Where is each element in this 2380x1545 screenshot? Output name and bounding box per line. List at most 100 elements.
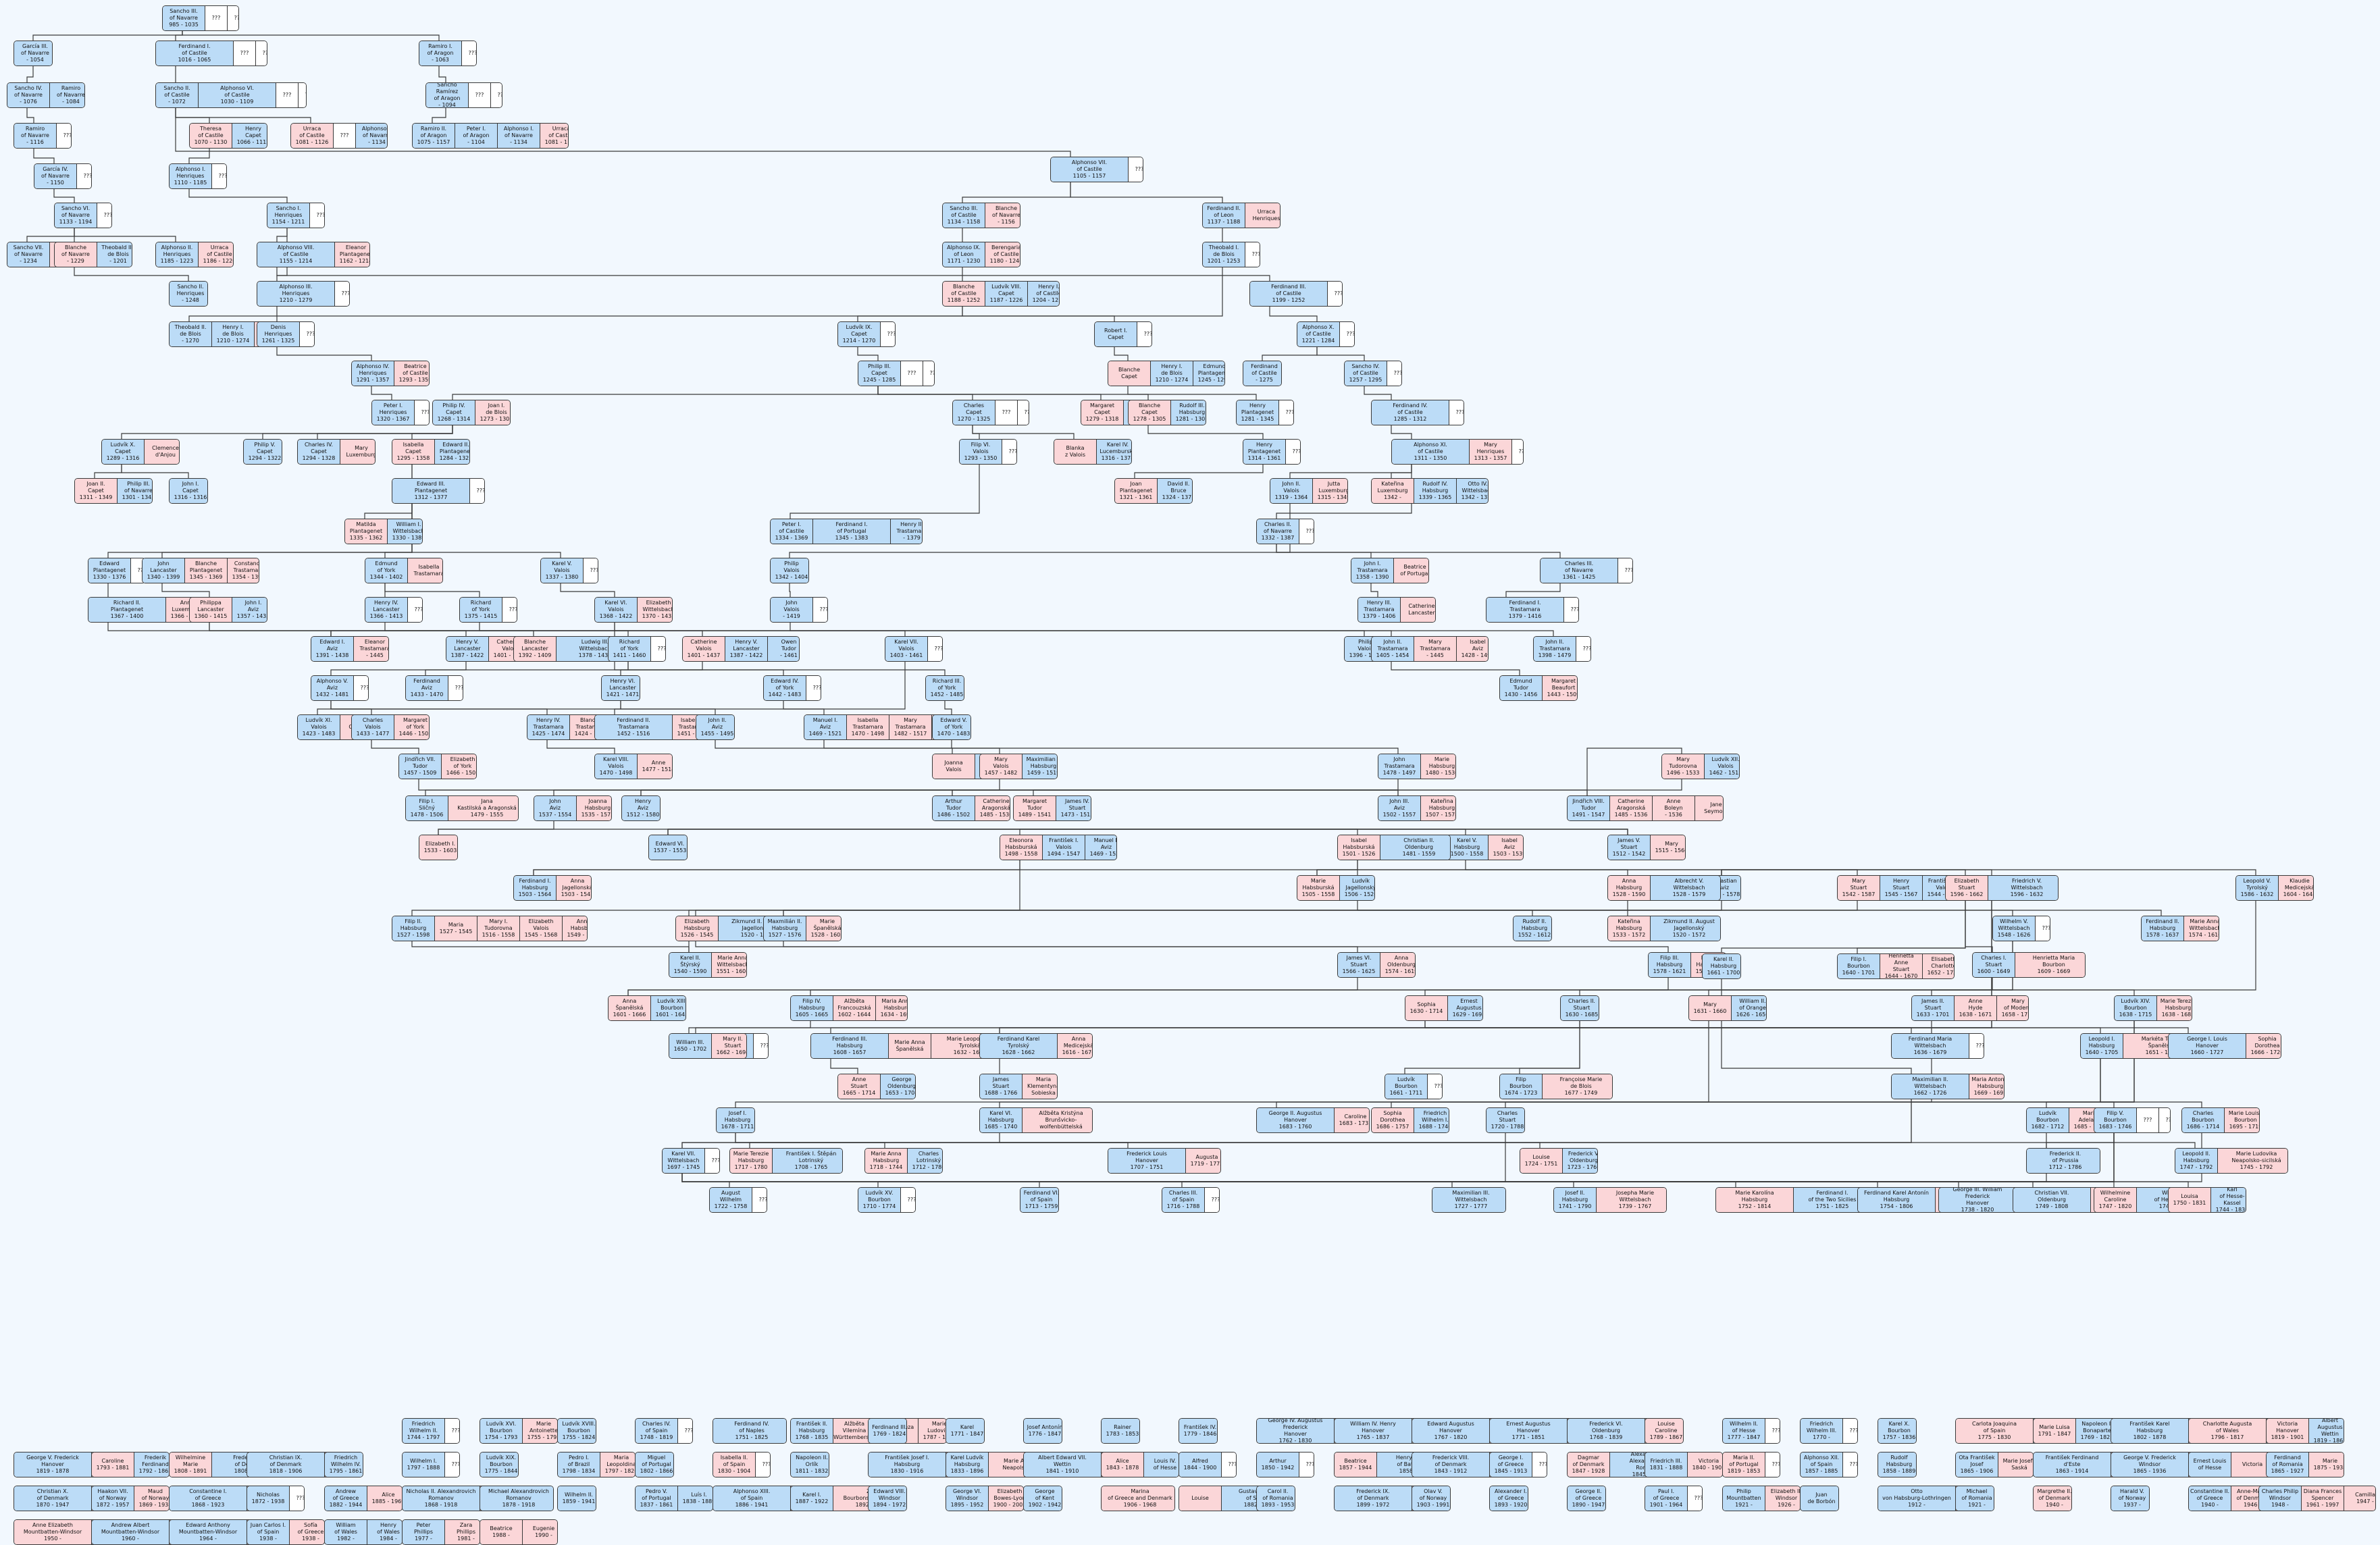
person-node-james-ii[interactable]: James II. Stuart 1633 - 1701 Anne Hyde 16… — [1911, 995, 2029, 1021]
person-node-marina[interactable]: Marina of Greece and Denmark 1906 - 1968 — [1101, 1486, 1175, 1511]
person-node-denis-portugal[interactable]: Denis Henriques 1261 - 1325??? — [257, 321, 315, 347]
person-node-sophia-hanover[interactable]: Sophia 1630 - 1714 Ernest Augustus 1629 -… — [1405, 995, 1483, 1021]
person-node-maria-ii[interactable]: Maria II. of Portugal 1819 - 1853??? — [1722, 1452, 1780, 1477]
person-node-rainer[interactable]: Rainer 1783 - 1853 — [1101, 1418, 1140, 1444]
person-node-george-i-greece[interactable]: George I. of Greece 1845 - 1913??? — [1489, 1452, 1547, 1477]
person-node-leopold-ii[interactable]: Leopold II. Habsburg 1747 - 1792 Marie Lu… — [2175, 1148, 2288, 1174]
person-node-sancho-iii-castile[interactable]: Sancho III. of Castile 1134 - 1158 Blanch… — [942, 203, 1020, 228]
person-node-ferdinand-iii[interactable]: Ferdinand III. of Castile 1199 - 1252??? — [1249, 281, 1343, 307]
person-node-isabel-habsburg[interactable]: Isabel Habsburská 1501 - 1526 Christian I… — [1337, 835, 1451, 860]
person-node-olav-v[interactable]: Olav V. of Norway 1903 - 1991 — [1412, 1486, 1451, 1511]
person-node-charles-iv-spain[interactable]: Charles IV. of Spain 1748 - 1819??? — [635, 1418, 693, 1444]
person-node-katerina-luxemburg[interactable]: Kateřina Luxemburg 1342 - Rudolf IV. Hab… — [1371, 478, 1489, 504]
person-node-james-v[interactable]: James V. Stuart 1512 - 1542 Mary 1515 - 1… — [1607, 835, 1686, 860]
person-node-charles-v-valois[interactable]: Karel V. Valois 1337 - 1380??? — [540, 558, 598, 583]
person-node-frederick-ii-prussia[interactable]: Frederick II. of Prussia 1712 - 1786 — [2026, 1148, 2100, 1174]
person-node-ludvik-xix[interactable]: Ludvík XIX. Bourbon 1775 - 1844 — [480, 1452, 519, 1477]
person-node-charles-ii-navarre[interactable]: Charles II. of Navarre 1332 - 1387??? — [1256, 519, 1314, 544]
person-node-john-trastamara[interactable]: John Trastamara 1478 - 1497 Marie Habsbur… — [1378, 754, 1456, 779]
person-node-philip-v[interactable]: Philip V. Capet 1294 - 1322 — [243, 439, 282, 465]
person-node-ramiro-ii-aragon[interactable]: Ramiro II. of Aragon 1075 - 1157 Peter I.… — [412, 123, 569, 149]
person-node-rudolf-ii[interactable]: Rudolf II. Habsburg 1552 - 1612 — [1513, 916, 1552, 941]
person-node-philip-ii[interactable]: Filip II. Habsburg 1527 - 1598 Maria 1527… — [392, 916, 588, 941]
person-node-philip-iv[interactable]: Philip IV. Capet 1268 - 1314 Joan I. de B… — [432, 400, 511, 425]
person-node-philippa-lancaster[interactable]: Philippa Lancaster 1360 - 1415 John I. Av… — [189, 597, 267, 623]
person-node-george-kent[interactable]: George of Kent 1902 - 1942 — [1023, 1486, 1062, 1511]
person-node-richard-york[interactable]: Richard of York 1375 - 1415??? — [459, 597, 517, 623]
person-node-george-i[interactable]: George I. Louis Hanover 1660 - 1727 Sophi… — [2168, 1033, 2281, 1059]
person-node-rudolf[interactable]: Rudolf Habsburg 1858 - 1889 — [1878, 1452, 1917, 1477]
person-node-henry-viii[interactable]: Jindřich VIII. Tudor 1491 - 1547 Catherin… — [1567, 795, 1724, 821]
person-node-anne-stuart[interactable]: Anne Stuart 1665 - 1714 George Oldenburg … — [837, 1074, 916, 1099]
person-node-ludvik-ix[interactable]: Ludvík IX. Capet 1214 - 1270??? — [837, 321, 896, 347]
person-node-august-wilhelm[interactable]: August Wilhelm 1722 - 1758??? — [709, 1187, 767, 1213]
person-node-sancho-iii[interactable]: Sancho III. of Navarre 985 - 1035?????? — [162, 5, 239, 31]
person-node-friedrich-wilhelm-iv[interactable]: Friedrich Wilhelm IV. 1795 - 1861 — [324, 1452, 363, 1477]
person-node-ferdinand-karl[interactable]: Ferdinand Karel Tyrolský 1628 - 1662 Anna… — [979, 1033, 1093, 1059]
person-node-charles-wales[interactable]: Charles Philip Windsor 1948 - Diana Fran… — [2258, 1486, 2376, 1511]
person-node-maria-anna-lorraine[interactable]: Marie Anna Habsburg 1718 - 1744 Charles L… — [864, 1148, 943, 1174]
person-node-alexander-greece[interactable]: Alexander I. of Greece 1893 - 1920 — [1489, 1486, 1528, 1511]
person-node-miguel-portugal[interactable]: Miguel of Portugal 1802 - 1866 — [635, 1452, 674, 1477]
person-node-matilda-plantagenet[interactable]: Matilda Plantagenet 1335 - 1362 William I… — [344, 519, 423, 544]
person-node-sancho-i-portugal[interactable]: Sancho I. Henriques 1154 - 1211??? — [267, 203, 325, 228]
person-node-anna-habsburg-fr[interactable]: Anna Španělská 1601 - 1666 Ludvík XIII. B… — [608, 995, 686, 1021]
person-node-wilhelm-ii-hesse[interactable]: Wilhelm II. of Hesse 1777 - 1847??? — [1722, 1418, 1780, 1444]
person-node-alphonso-i-henriques[interactable]: Alphonso I. Henriques 1110 - 1185??? — [169, 163, 227, 189]
person-node-richard-york-2[interactable]: Richard of York 1411 - 1460??? — [608, 636, 666, 662]
person-node-peter-i-castile[interactable]: Peter I. of Castile 1334 - 1369 Ferdinand… — [770, 519, 923, 544]
person-node-louis-xvi[interactable]: Ludvík XVI. Bourbon 1754 - 1793 Marie Ant… — [480, 1418, 558, 1444]
person-node-william-wales[interactable]: William of Wales 1982 - Henry of Wales 1… — [324, 1519, 403, 1545]
person-node-edward-viii[interactable]: Edward VIII. Windsor 1894 - 1972 — [868, 1486, 907, 1511]
person-node-alphonso-v-aviz[interactable]: Alphonso V. Aviz 1432 - 1481??? — [311, 675, 369, 701]
person-node-charles-x[interactable]: Karel X. Bourbon 1757 - 1836 — [1878, 1418, 1917, 1444]
person-node-constantine-ii[interactable]: Constantine II. of Greece 1940 - Anne-Ma… — [2188, 1486, 2267, 1511]
person-node-blanche-capet-2[interactable]: Blanche Capet 1278 - 1305 Rudolf III. Hab… — [1128, 400, 1206, 425]
person-node-ferdinand-ii-hre[interactable]: Ferdinand II. Habsburg 1578 - 1637 Marie … — [2141, 916, 2219, 941]
person-node-ferdinand-i-castile[interactable]: Ferdinand I. of Castile 1016 - 1065?????… — [155, 41, 267, 66]
person-node-isabella-capet[interactable]: Isabella Capet 1295 - 1358 Edward II. Pla… — [392, 439, 470, 465]
person-node-nicholas-greece[interactable]: Nicholas 1872 - 1938??? — [247, 1486, 305, 1511]
person-node-charles-ii-eng[interactable]: Charles II. Stuart 1630 - 1685 — [1560, 995, 1599, 1021]
person-node-karl-teschen[interactable]: Karel 1771 - 1847 — [946, 1418, 985, 1444]
person-node-ferdinand-castile-1275[interactable]: Ferdinand of Castile - 1275 — [1243, 361, 1282, 386]
person-node-john-i-capet[interactable]: John I. Capet 1316 - 1316 — [169, 478, 208, 504]
person-node-elizabeth-stuart[interactable]: Elizabeth Stuart 1596 - 1662 Friedrich V.… — [1945, 875, 2059, 901]
person-node-charles-viii[interactable]: Karel VIII. Valois 1470 - 1498 Anne 1477 … — [594, 754, 673, 779]
person-node-francis-iv-modena[interactable]: František IV. 1779 - 1846 — [1179, 1418, 1218, 1444]
person-node-leopold-v[interactable]: Leopold V. Tyrolský 1586 - 1632 Klaudie M… — [2235, 875, 2314, 901]
person-node-john-aviz[interactable]: John II. Aviz 1455 - 1495 — [696, 714, 735, 740]
person-node-louisa-hesse[interactable]: Louisa 1750 - 1831 Karl of Hesse-Kassel 1… — [2168, 1187, 2246, 1213]
person-node-ferdinand-maria[interactable]: Ferdinand Maria Wittelsbach 1636 - 1679?… — [1891, 1033, 1984, 1059]
person-node-charles-vi[interactable]: Karel VI. Valois 1368 - 1422 Elizabeth Wi… — [594, 597, 673, 623]
person-node-peter-i-portugal[interactable]: Peter I. Henriques 1320 - 1367??? — [371, 400, 430, 425]
person-node-charles-i[interactable]: Charles I. Stuart 1600 - 1649 Henrietta M… — [1972, 952, 2086, 978]
person-node-arthur-tudor[interactable]: Arthur Tudor 1486 - 1502 Catherine Aragon… — [932, 795, 1010, 821]
person-node-alphonso-iii-portugal[interactable]: Alphonso III. Henriques 1210 - 1279??? — [257, 281, 350, 307]
person-node-ludvik-x[interactable]: Ludvík X. Capet 1289 - 1316 Clemence d'An… — [101, 439, 180, 465]
person-node-friedrich-wilhelm-ii[interactable]: Friedrich Wilhelm II. 1744 - 1797??? — [402, 1418, 460, 1444]
person-node-edward-i-aviz[interactable]: Edward I. Aviz 1391 - 1438 Eleanor Trasta… — [311, 636, 389, 662]
person-node-john-valois-burgundy[interactable]: John Valois - 1419??? — [770, 597, 828, 623]
person-node-alphonso-xi[interactable]: Alphonso XI. of Castile 1311 - 1350 Mary … — [1391, 439, 1524, 465]
person-node-eleonora-habsburg[interactable]: Eleonora Habsburská 1498 - 1558 František… — [1000, 835, 1117, 860]
person-node-ramiro-i-aragon[interactable]: Ramiro I. of Aragon - 1063??? — [419, 41, 477, 66]
person-node-louise-caroline[interactable]: Louise Caroline 1789 - 1867 — [1645, 1418, 1684, 1444]
person-node-margaret-tudor[interactable]: Margaret Tudor 1489 - 1541 James IV. Stua… — [1013, 795, 1091, 821]
person-node-henry-iv[interactable]: Henry IV. Lancaster 1366 - 1413??? — [365, 597, 423, 623]
person-node-maximilian-ii[interactable]: Maxmilián II. Habsburg 1527 - 1576 Marie … — [763, 916, 842, 941]
person-node-philip-valois-burgundy[interactable]: Philip Valois 1342 - 1404 — [770, 558, 809, 583]
person-node-james-francis[interactable]: James Stuart 1688 - 1766 Maria Klementyna… — [979, 1074, 1058, 1099]
person-node-elizabeth-i[interactable]: Elizabeth I. 1533 - 1603 — [419, 835, 458, 860]
person-node-napoleon-ii[interactable]: Napoleon II. Orlík 1811 - 1832 — [790, 1452, 829, 1477]
person-node-caroline-denmark[interactable]: Caroline 1793 - 1881 Frederik Ferdinand 1… — [91, 1452, 170, 1477]
person-node-henry-plantagenet-1345[interactable]: Henry Plantagenet 1281 - 1345??? — [1236, 400, 1294, 425]
person-node-maria-theresa[interactable]: Marie Terezie Habsburg 1717 - 1780 Franti… — [729, 1148, 843, 1174]
person-node-pedro-i[interactable]: Pedro I. of Brazil 1798 - 1834 Maria Leop… — [557, 1452, 636, 1477]
person-node-edward-black-prince[interactable]: Edward Plantagenet 1330 - 1376??? — [88, 558, 146, 583]
person-node-marie-habsburg[interactable]: Marie Habsburská 1505 - 1558 Ludvík Jagel… — [1297, 875, 1375, 901]
person-node-john-ii-castile[interactable]: John II. Trastamara 1405 - 1454 Mary Tras… — [1371, 636, 1489, 662]
person-node-charles-edward[interactable]: Charles Stuart 1720 - 1788 — [1486, 1107, 1525, 1133]
